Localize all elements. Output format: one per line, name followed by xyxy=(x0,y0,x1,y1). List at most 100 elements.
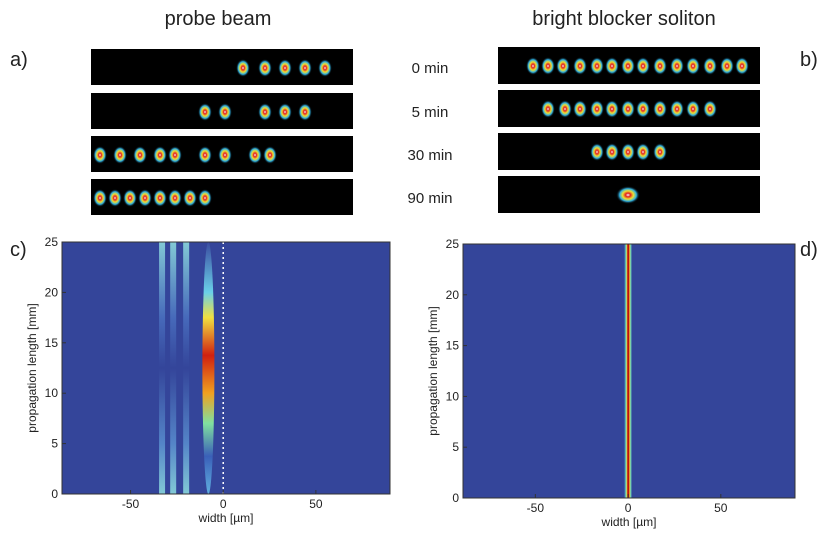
beam-streak xyxy=(170,242,177,494)
y-tick-label: 15 xyxy=(446,339,460,353)
beam-spot xyxy=(258,59,272,77)
y-tick-label: 20 xyxy=(45,285,59,299)
beam-spot xyxy=(616,186,640,204)
x-tick-label: 50 xyxy=(714,501,728,515)
beam-spot xyxy=(198,103,212,121)
y-tick-label: 15 xyxy=(45,336,59,350)
y-tick-label: 0 xyxy=(452,491,459,505)
y-axis-label: propagation length [mm] xyxy=(426,306,440,435)
beam-spot xyxy=(556,57,570,75)
beam-spot xyxy=(93,189,107,207)
beam-spot xyxy=(720,57,734,75)
beam-spot xyxy=(686,57,700,75)
beam-spot xyxy=(526,57,540,75)
panel-label: c) xyxy=(10,239,27,261)
y-tick-label: 5 xyxy=(51,437,58,451)
beam-spot xyxy=(198,146,212,164)
x-tick-label: 0 xyxy=(625,501,632,515)
beam-spot xyxy=(636,143,650,161)
beam-spot xyxy=(263,146,277,164)
panel-label: a) xyxy=(10,49,28,71)
beam-spot xyxy=(703,100,717,118)
beam-spot xyxy=(605,100,619,118)
beam-spot xyxy=(605,143,619,161)
beam-spot xyxy=(636,57,650,75)
beam-spot xyxy=(153,189,167,207)
beam-spot xyxy=(278,103,292,121)
panel-label: b) xyxy=(800,49,818,71)
beam-spot xyxy=(636,100,650,118)
beam-spot xyxy=(133,146,147,164)
beam-spot xyxy=(318,59,332,77)
axes-frame xyxy=(462,243,796,499)
beam-spot xyxy=(236,59,250,77)
y-tick-label: 25 xyxy=(446,237,460,251)
x-tick-label: 0 xyxy=(220,497,227,511)
beam-spot xyxy=(108,189,122,207)
beam-spot xyxy=(653,100,667,118)
beam-spot xyxy=(248,146,262,164)
time-label: 5 min xyxy=(412,104,449,121)
beam-spot xyxy=(590,100,604,118)
y-tick-label: 10 xyxy=(446,389,460,403)
beam-spot xyxy=(153,146,167,164)
y-tick-label: 0 xyxy=(51,487,58,501)
y-tick-label: 20 xyxy=(446,288,460,302)
x-tick-label: 50 xyxy=(309,497,323,511)
beam-spot xyxy=(558,100,572,118)
beam-spot xyxy=(278,59,292,77)
beam-spot xyxy=(138,189,152,207)
beam-spot xyxy=(735,57,749,75)
beam-spot xyxy=(573,100,587,118)
y-tick-label: 10 xyxy=(45,386,59,400)
y-tick-label: 25 xyxy=(45,235,59,249)
beam-spot xyxy=(168,146,182,164)
beam-spot xyxy=(93,146,107,164)
beam-spot xyxy=(198,189,212,207)
left-title: probe beam xyxy=(165,8,272,30)
beam-spot xyxy=(621,100,635,118)
beam-spot xyxy=(686,100,700,118)
axes-frame xyxy=(61,241,391,495)
beam-spot xyxy=(605,57,619,75)
beam-spot xyxy=(670,57,684,75)
beam-spot xyxy=(298,103,312,121)
beam-spot xyxy=(573,57,587,75)
beam-spot xyxy=(703,57,717,75)
beam-spot xyxy=(590,143,604,161)
time-label: 30 min xyxy=(407,147,452,164)
beam-spot xyxy=(653,57,667,75)
beam-spot xyxy=(168,189,182,207)
beam-main xyxy=(202,242,215,494)
beam-spot xyxy=(670,100,684,118)
beam-spot xyxy=(621,143,635,161)
x-axis-label: width [µm] xyxy=(198,511,254,525)
right-title: bright blocker soliton xyxy=(532,8,715,30)
beam-spot xyxy=(218,103,232,121)
beam-spot xyxy=(541,100,555,118)
x-axis-label: width [µm] xyxy=(601,515,657,529)
panel-label: d) xyxy=(800,239,818,261)
x-tick-label: -50 xyxy=(527,501,545,515)
y-axis-label: propagation length [mm] xyxy=(25,303,39,432)
beam-spot xyxy=(590,57,604,75)
beam-spot xyxy=(258,103,272,121)
beam-streak xyxy=(159,242,166,494)
beam-spot xyxy=(653,143,667,161)
beam-streak xyxy=(183,242,190,494)
beam-spot xyxy=(621,57,635,75)
time-label: 0 min xyxy=(412,60,449,77)
beam-spot xyxy=(123,189,137,207)
beam-spot xyxy=(113,146,127,164)
beam-spot xyxy=(218,146,232,164)
time-label: 90 min xyxy=(407,190,452,207)
beam-spot xyxy=(298,59,312,77)
beam-spot xyxy=(541,57,555,75)
y-tick-label: 5 xyxy=(452,440,459,454)
x-tick-label: -50 xyxy=(122,497,140,511)
soliton xyxy=(624,244,633,498)
beam-spot xyxy=(183,189,197,207)
image-strip xyxy=(91,49,353,85)
heatmap-background xyxy=(62,242,390,494)
